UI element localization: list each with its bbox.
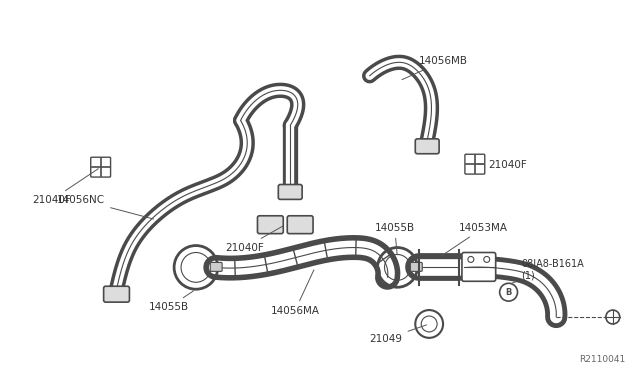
Text: 14056MB: 14056MB [402, 56, 468, 80]
FancyBboxPatch shape [210, 262, 222, 271]
Text: 14055B: 14055B [149, 291, 194, 312]
Text: 21040F: 21040F [32, 169, 99, 205]
Text: 14053MA: 14053MA [442, 223, 508, 256]
FancyBboxPatch shape [104, 286, 129, 302]
FancyBboxPatch shape [91, 157, 111, 177]
Text: B: B [506, 288, 512, 297]
Text: R2110041: R2110041 [579, 355, 626, 364]
Text: 21040F: 21040F [477, 160, 527, 170]
FancyBboxPatch shape [257, 216, 284, 234]
FancyBboxPatch shape [462, 253, 495, 281]
FancyBboxPatch shape [278, 185, 302, 199]
Text: 21049: 21049 [370, 325, 426, 344]
FancyBboxPatch shape [410, 262, 422, 271]
FancyBboxPatch shape [465, 154, 484, 174]
Text: 14056NC: 14056NC [57, 195, 154, 219]
FancyBboxPatch shape [287, 216, 313, 234]
Text: 08IA8-B161A
(1): 08IA8-B161A (1) [511, 259, 584, 283]
Text: 14055B: 14055B [374, 223, 415, 255]
Text: 14056MA: 14056MA [270, 270, 319, 316]
Text: 21040F: 21040F [226, 226, 283, 253]
FancyBboxPatch shape [415, 139, 439, 154]
